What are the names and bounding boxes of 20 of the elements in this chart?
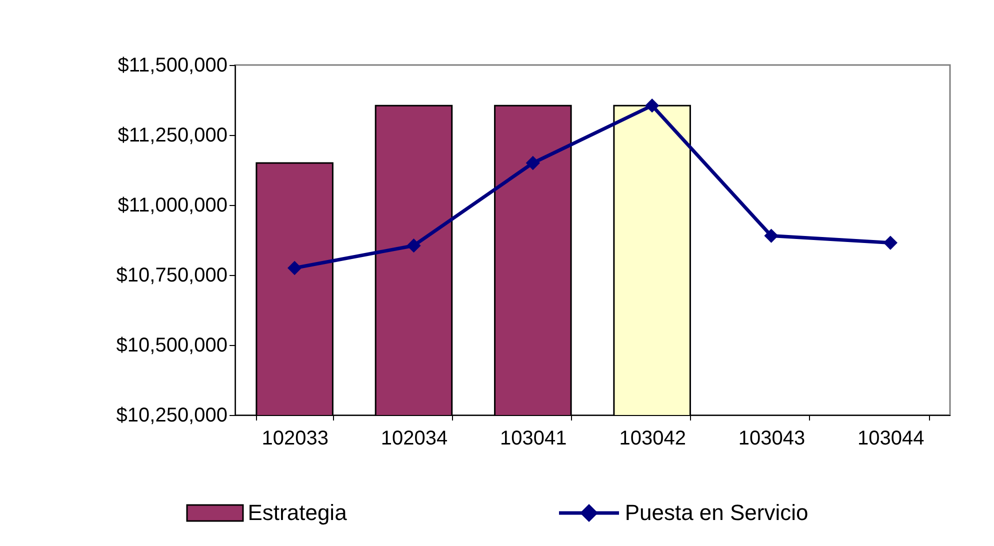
point [764,228,778,243]
y-tick-label: $10,500,000 [116,334,228,356]
point [526,156,540,170]
y-tick-label: $11,000,000 [118,194,228,216]
point [645,98,660,113]
legend-label: Estrategia [248,500,347,526]
point [406,238,421,253]
x-tick-label: 103043 [738,428,806,450]
y-tick-label: $11,500,000 [118,54,228,76]
y-tick-label: $10,250,000 [116,404,228,426]
legend-label: Puesta en Servicio [624,500,808,526]
x-tick-label: 102033 [262,428,328,450]
point [288,260,302,276]
x-tick-label: 103041 [500,428,567,450]
x-tick-label: 102034 [380,428,448,450]
x-tick-label: 103042 [619,428,686,450]
y-tick-label: $10,750,000 [116,264,228,286]
x-tick-label: 103044 [858,428,924,450]
point [883,236,898,250]
y-tick-label: $11,250,000 [118,124,228,146]
